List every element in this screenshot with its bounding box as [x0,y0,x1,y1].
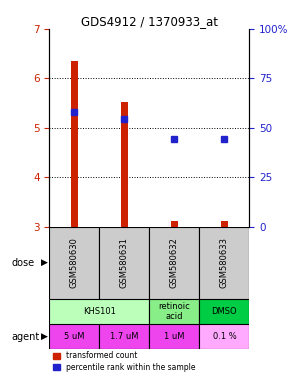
Bar [49,227,99,299]
Bar [121,102,128,227]
Text: KHS101: KHS101 [83,307,116,316]
Bar [221,220,228,227]
Text: DMSO: DMSO [212,307,237,316]
Text: 5 uM: 5 uM [64,332,85,341]
Text: retinoic
acid: retinoic acid [159,302,190,321]
Text: 1 uM: 1 uM [164,332,185,341]
Text: dose: dose [12,258,35,268]
Title: GDS4912 / 1370933_at: GDS4912 / 1370933_at [81,15,218,28]
Legend: transformed count, percentile rank within the sample: transformed count, percentile rank withi… [53,351,196,372]
Text: GSM580631: GSM580631 [120,237,129,288]
Text: GSM580632: GSM580632 [170,237,179,288]
Bar [149,324,200,349]
Bar [171,220,178,227]
Bar [99,227,149,299]
Text: GSM580630: GSM580630 [70,237,79,288]
Bar [149,227,200,299]
Bar [200,227,249,299]
Bar [200,299,249,324]
Text: agent: agent [12,332,40,342]
Bar [149,299,200,324]
Bar [49,299,149,324]
Text: 0.1 %: 0.1 % [213,332,236,341]
Bar [70,61,78,227]
Text: 1.7 uM: 1.7 uM [110,332,139,341]
Bar [200,324,249,349]
Text: ▶: ▶ [41,258,48,267]
Text: ▶: ▶ [41,332,48,341]
Bar [49,324,99,349]
Text: GSM580633: GSM580633 [220,237,229,288]
Bar [99,324,149,349]
